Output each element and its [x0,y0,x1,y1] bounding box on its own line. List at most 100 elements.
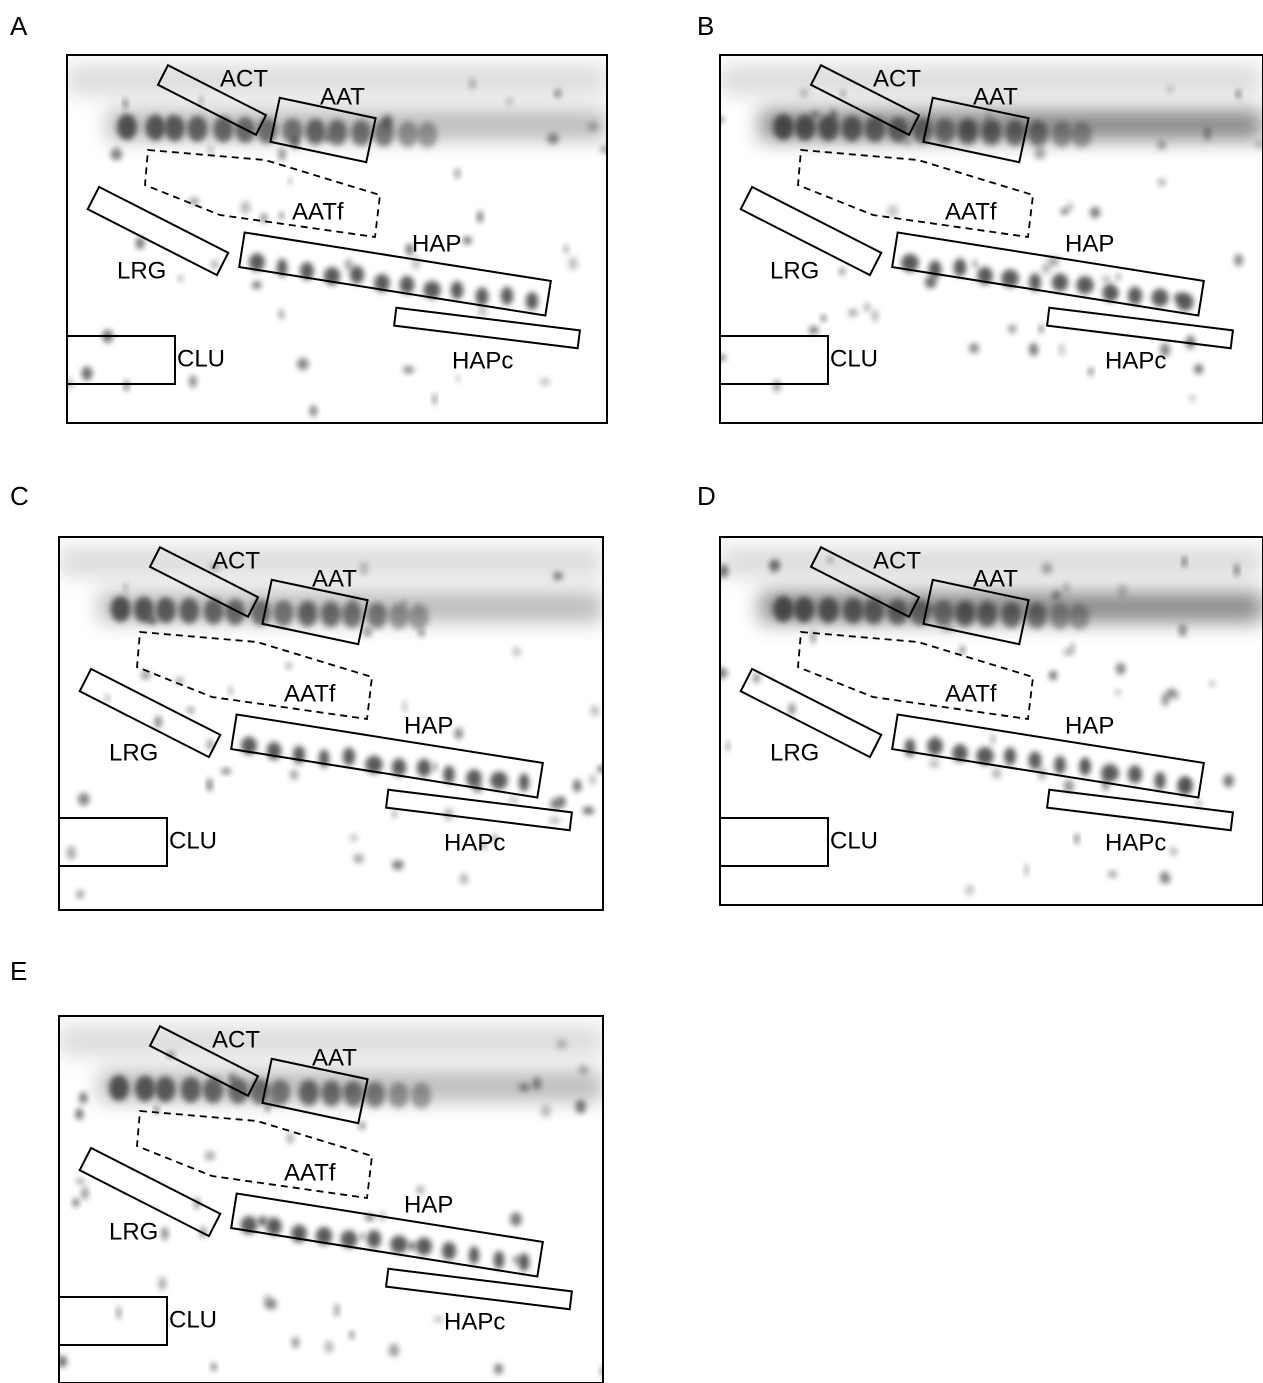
spot [353,853,365,864]
spot [135,1075,156,1102]
spot [1005,120,1026,146]
spot [597,765,603,773]
spot [381,115,393,129]
spot [1058,343,1065,357]
spot [1169,846,1178,856]
spot [210,1362,217,1372]
spot [123,98,128,110]
spot [412,255,421,270]
spot [270,1079,291,1106]
aatf-region [136,631,373,721]
spot [443,765,455,784]
spot [416,1185,425,1195]
spot [221,768,232,775]
spot [1054,755,1066,774]
aatf-label: AATf [945,680,997,707]
spot [1189,394,1196,403]
spot [578,1065,589,1075]
spot [116,1305,122,1320]
panel-letter: E [10,956,27,986]
spot [773,596,794,622]
spot [863,302,871,312]
gel-panel: ACT AAT AATf LRG HAP HAPc CLU [66,54,608,424]
spot [273,600,294,627]
spot [286,1132,294,1144]
act-label: ACT [220,65,268,92]
hap-label: HAP [412,230,461,257]
spot [300,262,314,281]
spot [187,115,208,142]
spot [1024,863,1029,877]
spot [493,1250,505,1269]
spot [155,1076,176,1103]
spot [1117,584,1127,597]
spot [417,121,438,148]
spot [213,116,234,143]
spot [1049,603,1070,630]
spot [365,1081,386,1108]
hapc-label: HAPc [444,829,505,856]
spot [206,777,213,792]
spot [109,1075,130,1101]
act-box [809,545,921,619]
spot [952,744,968,763]
hap-label: HAP [404,712,453,739]
spot [209,563,221,571]
spot [1051,121,1072,148]
spot [830,109,837,121]
spot [76,1178,85,1185]
spot [800,88,808,98]
spot [969,343,980,354]
spot [556,1039,568,1050]
spot [477,306,488,317]
spot [257,1216,268,1227]
spot [1004,747,1016,766]
spot [1041,263,1051,275]
spot [525,292,539,311]
spot [466,769,482,788]
spot [433,1316,444,1323]
spot [1076,276,1094,295]
spot [1102,777,1109,791]
spot [512,1255,522,1264]
spot [366,1230,382,1249]
spot [1160,877,1172,884]
spot [210,259,219,270]
spot [392,809,397,819]
spot [341,602,362,628]
spot [475,287,489,306]
aat-label: AAT [312,565,357,592]
spot [572,779,582,793]
spot [1052,590,1061,601]
aat-label: AAT [312,1044,357,1071]
spot [399,275,415,294]
clu-label: CLU [169,827,217,854]
spot [1074,833,1080,845]
gel-panel: ACT AAT AATf LRG HAP HAPc CLU [58,536,604,911]
spot [79,1092,88,1104]
spot [305,118,326,145]
spot [279,211,284,220]
spot [416,758,432,777]
spot [342,747,356,766]
spot [986,112,991,120]
spot [359,561,369,576]
act-box [148,545,260,619]
spot [405,243,414,256]
act-label: ACT [873,65,921,92]
spot [1151,288,1169,307]
spot [934,118,955,145]
spot [590,704,600,717]
spot [203,598,224,625]
act-box [148,1024,260,1098]
spot [298,1079,319,1106]
spot [505,97,513,105]
spot [297,357,309,371]
spot [416,1237,432,1256]
lrg-label: LRG [117,257,166,284]
spot [291,1336,300,1349]
spot [206,739,214,750]
spot [547,133,559,144]
spot [1254,139,1263,150]
spot [871,309,879,323]
